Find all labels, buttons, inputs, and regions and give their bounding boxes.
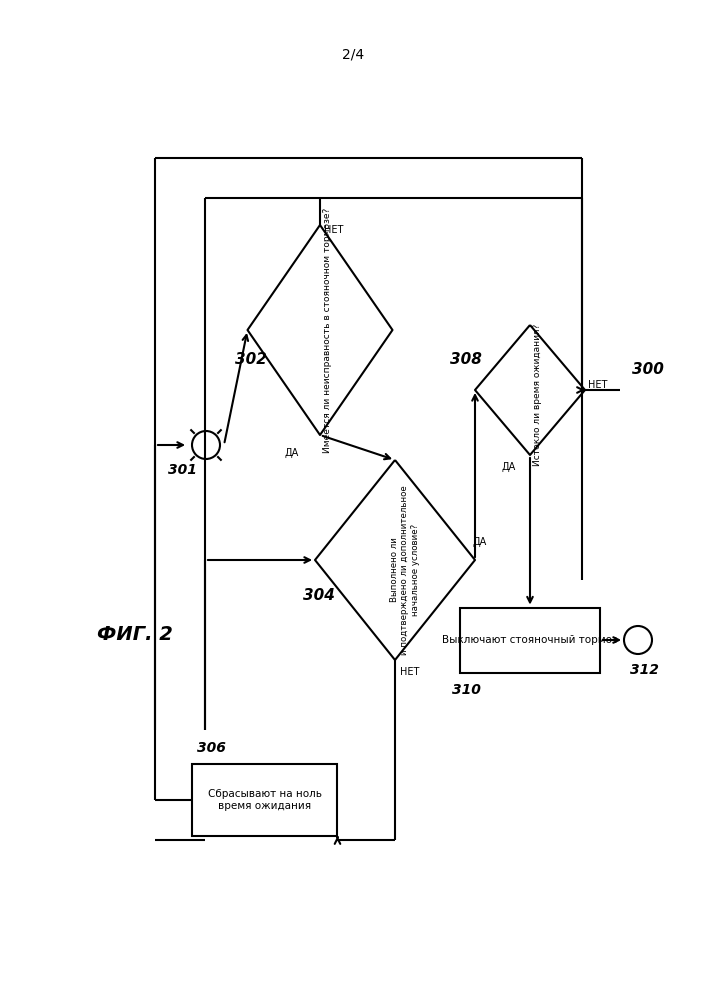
Text: НЕТ: НЕТ [588,380,607,390]
Text: ФИГ. 2: ФИГ. 2 [97,626,173,645]
Text: 300: 300 [632,362,664,377]
Text: 306: 306 [197,741,226,755]
Text: Истекло ли время ожидания?: Истекло ли время ожидания? [534,324,542,466]
Text: 2/4: 2/4 [342,48,364,62]
Text: НЕТ: НЕТ [400,667,419,677]
Text: 308: 308 [450,353,482,367]
Text: 302: 302 [235,353,267,367]
Text: Имеется ли неисправность в стояночном тормозе?: Имеется ли неисправность в стояночном то… [324,207,332,453]
Text: Сбрасывают на ноль
время ожидания: Сбрасывают на ноль время ожидания [208,789,322,811]
Text: ДА: ДА [502,462,516,472]
Text: 304: 304 [303,587,335,602]
Text: ДА: ДА [473,537,487,547]
Text: 312: 312 [630,663,659,677]
Text: 310: 310 [452,683,481,697]
Text: 301: 301 [168,463,197,477]
Text: Выключают стояночный тормоз: Выключают стояночный тормоз [442,635,618,645]
Text: Выполнено ли
и подтверждено ли дополнительное
начальное условие?: Выполнено ли и подтверждено ли дополните… [390,485,420,655]
Bar [460,607,600,672]
Text: НЕТ: НЕТ [324,225,344,235]
Text: ДА: ДА [285,448,299,458]
Bar [192,764,337,836]
